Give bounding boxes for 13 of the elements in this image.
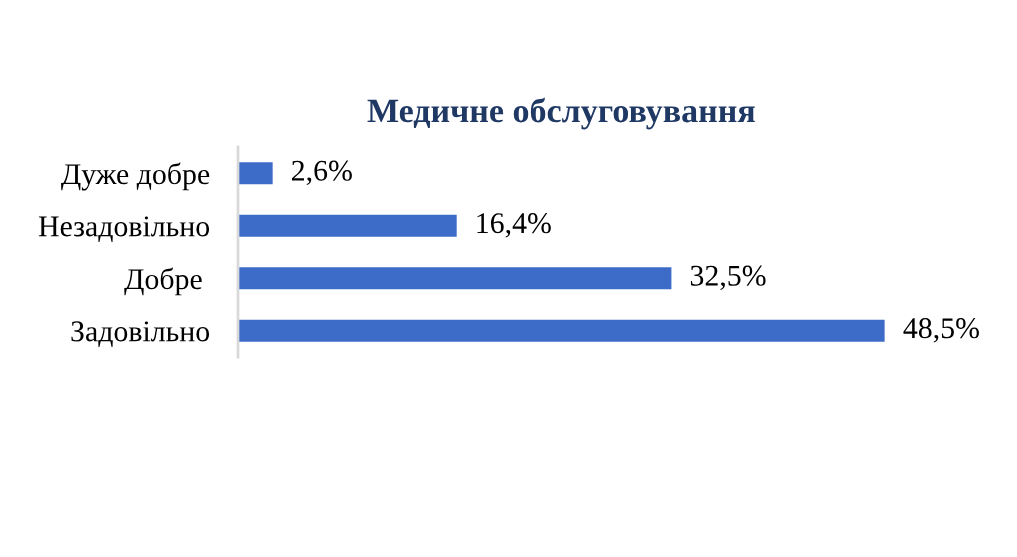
data-label: 48,5%	[903, 318, 979, 343]
bar	[237, 162, 273, 185]
data-label: 2,6%	[292, 160, 352, 186]
data-label: 32,5%	[690, 265, 766, 291]
y-tick-label: Добре	[124, 267, 202, 296]
y-tick-label: Дуже добре	[61, 162, 210, 191]
bar	[237, 267, 672, 290]
chart-title: Медичне обслуговування	[367, 97, 755, 130]
y-tick-label: Задовільно	[71, 321, 210, 347]
y-tick-label: Незадовільно	[38, 216, 210, 242]
bar	[237, 214, 457, 237]
data-label: 16,4%	[477, 213, 551, 238]
bar	[237, 319, 885, 342]
